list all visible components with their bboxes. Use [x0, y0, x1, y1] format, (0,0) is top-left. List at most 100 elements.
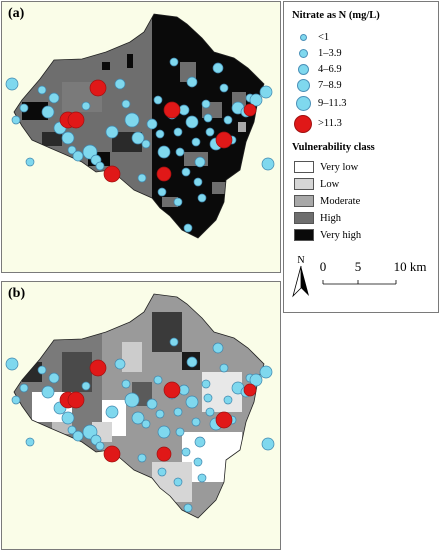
sample-point — [121, 379, 131, 389]
vulnerability-class-label: Very high — [320, 229, 362, 241]
sample-point — [191, 137, 201, 147]
sample-point — [201, 379, 211, 389]
nitrate-class-4: 7–8.9 — [292, 78, 342, 92]
sample-point — [261, 437, 275, 451]
north-label: N — [297, 255, 304, 266]
sample-point — [183, 503, 193, 513]
sample-point — [194, 156, 206, 168]
sample-point — [95, 161, 105, 171]
map-panel-b: (b) — [1, 281, 281, 550]
sample-point — [105, 125, 119, 139]
scale-tick-5: 5 — [355, 259, 362, 274]
sample-point — [178, 104, 190, 116]
nitrate-symbol-5 — [292, 96, 314, 111]
sample-point — [25, 437, 35, 447]
sample-point — [181, 167, 191, 177]
sample-point — [114, 78, 126, 90]
sample-point — [61, 411, 75, 425]
high-nitrate-point — [215, 411, 233, 429]
sample-point — [11, 115, 21, 125]
sample-point — [48, 372, 60, 384]
sample-point — [67, 145, 77, 155]
sample-point — [186, 356, 198, 368]
vulnerability-map-a — [5, 13, 275, 239]
sample-point — [131, 411, 145, 425]
scale-tick-0: 0 — [320, 259, 327, 274]
sample-point — [157, 467, 167, 477]
sample-point — [81, 381, 91, 391]
sample-point — [193, 457, 203, 467]
sample-point — [197, 193, 207, 203]
panel-label-b: (b) — [8, 286, 26, 301]
sample-point — [5, 77, 19, 91]
swatch-high — [294, 212, 314, 224]
sample-point — [185, 115, 199, 129]
vulnerability-class-3: Moderate — [292, 194, 360, 208]
nitrate-class-label: >11.3 — [318, 117, 342, 129]
scale-bar: 0 5 10 km — [320, 259, 426, 285]
vulnerability-class-label: Moderate — [320, 195, 361, 207]
sample-point — [81, 101, 91, 111]
sample-point — [203, 393, 213, 403]
map-panel-a: (a) — [1, 1, 281, 273]
vulnerability-map-b — [5, 293, 275, 519]
high-nitrate-point — [156, 446, 172, 462]
sample-point — [72, 150, 84, 162]
sample-point — [25, 157, 35, 167]
north-arrow-icon: N — [292, 255, 309, 298]
vulnerability-class-4: High — [292, 211, 341, 225]
vulnerability-legend-title: Vulnerability class — [292, 142, 375, 153]
panel-label-a: (a) — [8, 6, 25, 21]
sample-point — [175, 147, 185, 157]
sample-point — [114, 358, 126, 370]
sample-point — [223, 395, 233, 405]
sample-point — [212, 62, 224, 74]
sample-point — [181, 447, 191, 457]
sample-point — [157, 145, 171, 159]
nitrate-class-label: 9–11.3 — [318, 97, 347, 109]
nitrate-legend-title: Nitrate as N (mg/L) — [292, 10, 380, 21]
sample-point — [131, 131, 145, 145]
high-nitrate-point — [89, 359, 107, 377]
sample-point — [37, 85, 47, 95]
sample-point — [61, 131, 75, 145]
nitrate-symbol-3 — [292, 62, 314, 76]
high-nitrate-point — [163, 381, 181, 399]
vulnerability-class-label: Very low — [320, 161, 359, 173]
high-nitrate-point — [243, 383, 257, 397]
sample-point — [141, 419, 151, 429]
sample-point — [146, 398, 158, 410]
sample-point — [259, 85, 273, 99]
sample-point — [259, 365, 273, 379]
sample-point — [155, 129, 165, 139]
sample-point — [205, 127, 215, 137]
sample-point — [153, 375, 163, 385]
nitrate-class-label: 7–8.9 — [318, 79, 342, 91]
high-nitrate-point — [156, 166, 172, 182]
sample-point — [173, 197, 183, 207]
high-nitrate-point — [67, 111, 85, 129]
legend: Nitrate as N (mg/L) <1 1–3.9 4–6.9 7–8.9… — [283, 1, 439, 313]
sample-point — [194, 436, 206, 448]
sample-point — [72, 430, 84, 442]
vulnerability-class-label: Low — [320, 178, 340, 190]
sample-point — [157, 187, 167, 197]
sample-point — [186, 76, 198, 88]
sample-point — [205, 407, 215, 417]
nitrate-class-label: <1 — [318, 31, 330, 43]
nitrate-class-3: 4–6.9 — [292, 62, 342, 76]
high-nitrate-point — [67, 391, 85, 409]
swatch-very-high — [294, 229, 314, 241]
sample-point — [105, 405, 119, 419]
sample-point — [261, 157, 275, 171]
sample-point — [169, 337, 179, 347]
sample-point — [124, 392, 140, 408]
vulnerability-class-1: Very low — [292, 160, 358, 174]
nitrate-symbol-4 — [292, 78, 314, 92]
nitrate-class-label: 1–3.9 — [318, 47, 342, 59]
sample-point — [137, 453, 147, 463]
sample-point — [178, 384, 190, 396]
nitrate-symbol-2 — [292, 46, 314, 60]
sample-point — [223, 115, 233, 125]
swatch-low — [294, 178, 314, 190]
